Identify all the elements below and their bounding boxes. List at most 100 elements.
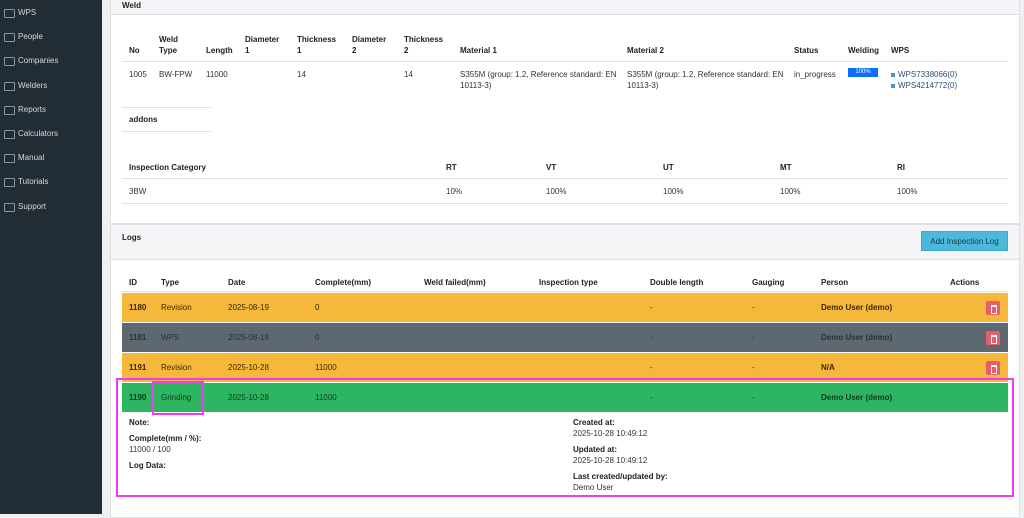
delete-button[interactable] [986,331,1000,345]
delete-button[interactable] [986,301,1000,315]
cell: 0 [315,303,320,312]
column-header: Welding [848,46,879,55]
column-header: Inspection Category [129,163,206,172]
section-label: addons [129,115,158,124]
column-header: Actions [950,278,980,287]
divider [122,203,1008,204]
column-header: MT [780,163,792,172]
nav-item[interactable]: Manual [18,153,45,163]
nav-item[interactable]: Reports [18,104,47,114]
cell: 100% [663,187,684,196]
log-row[interactable] [122,293,1008,322]
card-title: Logs [122,233,142,242]
highlight-box [152,381,204,415]
nav-icon [4,178,15,188]
weld-card [110,0,1020,224]
detail-value: 11000 / 100 [129,445,171,454]
cell: S355M (group: 1.2, Reference standard: E… [460,70,617,90]
nav-icon [4,57,15,67]
divider [122,61,1008,62]
column-header: Person [821,278,849,287]
detail-value: Demo User [573,483,614,492]
cell: 1005 [129,70,147,79]
cell: BW-FPW [159,70,193,79]
column-header: RI [897,163,905,172]
column-header: Gauging [752,278,785,287]
column-header: Thickness 1 [297,35,337,55]
detail-label: Updated at: [573,445,617,454]
log-row[interactable] [122,353,1008,382]
divider [122,131,211,132]
nav-icon [4,9,15,18]
log-row[interactable] [122,323,1008,352]
cell: 14 [404,70,413,79]
nav-icon [4,154,15,164]
cell: Demo User (demo) [821,333,893,342]
column-header: Double length [650,278,704,287]
column-header: Diameter 2 [352,35,387,55]
delete-button[interactable] [986,361,1000,375]
add-button[interactable]: Add Inspection Log [921,231,1008,251]
cell: in_progress [794,70,836,79]
column-header: No [129,46,140,55]
nav-item[interactable]: Tutorials [18,177,49,187]
divider [122,107,211,108]
column-header: Length [206,46,233,55]
column-header: Inspection type [539,278,598,287]
nav-icon [4,81,15,91]
cell: 1181 [129,333,147,342]
cell: 2025-08-19 [228,303,269,312]
cell: Grinding [161,393,192,402]
cell: - [650,393,653,402]
cell: 1191 [129,363,147,372]
cell: - [650,333,653,342]
column-header: RT [446,163,457,172]
cell: - [752,333,755,342]
cell: 3BW [129,187,147,196]
nav-item[interactable]: Companies [18,56,59,66]
nav-item[interactable]: Welders [18,80,48,90]
cell: WPS [161,333,180,342]
cell: - [650,363,653,372]
nav-icon [4,33,15,43]
nav-item[interactable]: WPS [18,8,37,17]
cell: - [752,363,755,372]
column-header: VT [546,163,557,172]
detail-label: Complete(mm / %): [129,434,202,443]
log-row[interactable] [122,383,1008,412]
column-header: Status [794,46,819,55]
column-header: Material 2 [627,46,664,55]
cell: 1180 [129,303,147,312]
nav-item[interactable]: People [18,32,43,42]
progress-bar: 100% [848,68,878,77]
column-header: ID [129,278,137,287]
cell: 11000 [206,70,228,79]
cell: 100% [546,187,567,196]
cell: Demo User (demo) [821,303,893,312]
detail-label: Created at: [573,418,615,427]
column-header: Type [161,278,180,287]
column-header: WPS [891,46,910,55]
cell: S355M (group: 1.2, Reference standard: E… [627,70,784,90]
column-header: Weld Type [159,35,178,55]
wps-link[interactable]: WPS4214772(0) [891,80,958,91]
cell: 2025-10-28 [228,363,269,372]
cell: 11000 [315,393,337,402]
wps-link[interactable]: WPS7338066(0) [891,69,958,80]
cell: N/A [821,363,835,372]
nav-item[interactable]: Support [18,201,47,211]
nav-icon [4,105,15,115]
divider [122,178,1008,179]
column-header: UT [663,163,674,172]
column-header: Diameter 1 [245,35,280,55]
column-header: Material 1 [460,46,497,55]
cell: 11000 [315,363,337,372]
nav-icon [4,130,15,139]
column-header: Weld failed(mm) [424,278,486,287]
cell: Revision [161,363,192,372]
cell: Demo User (demo) [821,393,893,402]
nav-item[interactable]: Calculators [18,129,59,138]
cell: 10% [446,187,463,196]
column-header: Complete(mm) [315,278,372,287]
